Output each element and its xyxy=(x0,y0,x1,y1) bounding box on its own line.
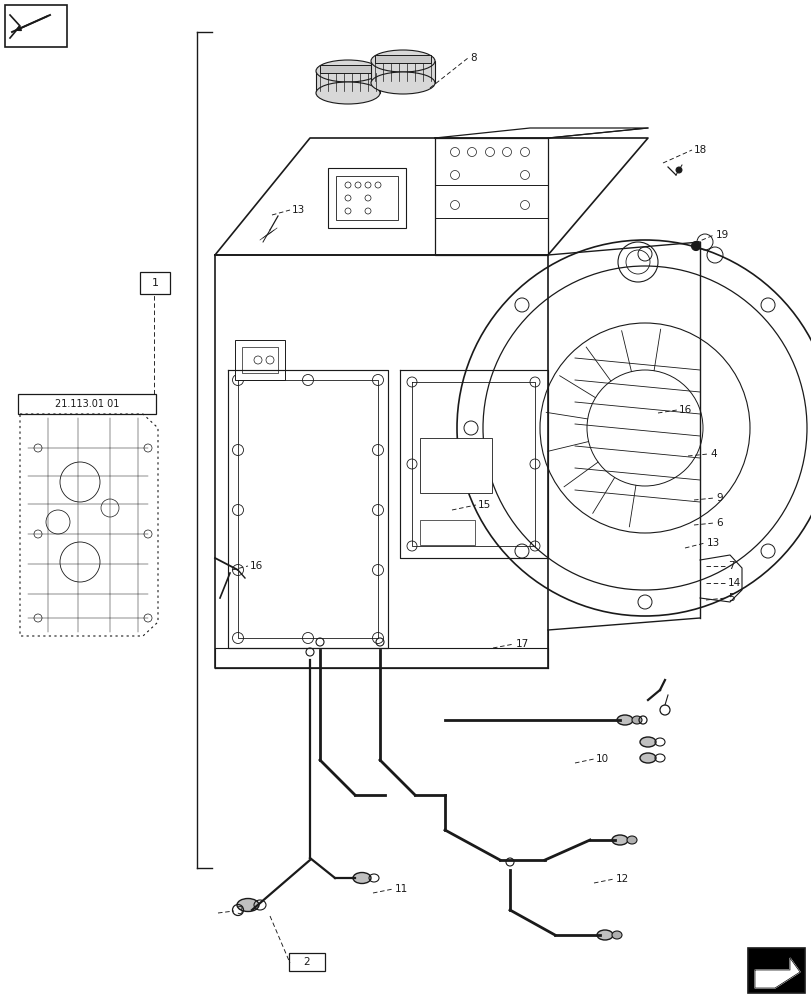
Text: 5: 5 xyxy=(727,593,734,603)
Bar xyxy=(371,61,435,83)
Circle shape xyxy=(676,167,681,173)
Text: 2: 2 xyxy=(303,957,310,967)
Bar xyxy=(336,176,397,220)
Ellipse shape xyxy=(639,737,655,747)
Text: 11: 11 xyxy=(394,884,408,894)
Text: 16: 16 xyxy=(250,561,263,571)
Text: 12: 12 xyxy=(616,874,629,884)
Ellipse shape xyxy=(315,82,380,104)
Text: 9: 9 xyxy=(715,493,722,503)
Text: 7: 7 xyxy=(727,561,734,571)
Text: 1: 1 xyxy=(152,278,158,288)
Ellipse shape xyxy=(315,60,380,82)
Ellipse shape xyxy=(631,716,642,724)
Ellipse shape xyxy=(611,835,627,845)
Circle shape xyxy=(691,241,700,250)
Bar xyxy=(139,272,169,294)
Bar xyxy=(242,347,277,373)
Bar xyxy=(289,953,324,971)
Text: 15: 15 xyxy=(478,500,491,510)
Ellipse shape xyxy=(353,872,371,883)
Ellipse shape xyxy=(611,931,621,939)
Polygon shape xyxy=(754,958,799,988)
Text: 17: 17 xyxy=(515,639,529,649)
Ellipse shape xyxy=(596,930,612,940)
Bar xyxy=(234,340,285,380)
Text: 19: 19 xyxy=(715,230,728,240)
Bar xyxy=(419,438,491,493)
Ellipse shape xyxy=(639,753,655,763)
Ellipse shape xyxy=(371,50,435,72)
Ellipse shape xyxy=(371,72,435,94)
Bar xyxy=(747,948,804,993)
Text: 21.113.01 01: 21.113.01 01 xyxy=(55,399,119,409)
Text: 10: 10 xyxy=(595,754,608,764)
Text: 13: 13 xyxy=(706,538,719,548)
Text: 13: 13 xyxy=(292,205,305,215)
Ellipse shape xyxy=(616,715,633,725)
Bar xyxy=(18,394,156,414)
Bar xyxy=(5,5,67,47)
Bar xyxy=(315,71,380,93)
Text: 14: 14 xyxy=(727,578,740,588)
Bar xyxy=(419,520,474,545)
Bar xyxy=(320,65,375,73)
Text: 16: 16 xyxy=(678,405,692,415)
Ellipse shape xyxy=(237,898,259,911)
Bar xyxy=(375,55,431,63)
Text: 8: 8 xyxy=(470,53,476,63)
Ellipse shape xyxy=(626,836,636,844)
Text: 18: 18 xyxy=(693,145,706,155)
Bar xyxy=(328,168,406,228)
Text: 3: 3 xyxy=(236,906,242,916)
Text: 6: 6 xyxy=(715,518,722,528)
Text: 4: 4 xyxy=(709,449,716,459)
